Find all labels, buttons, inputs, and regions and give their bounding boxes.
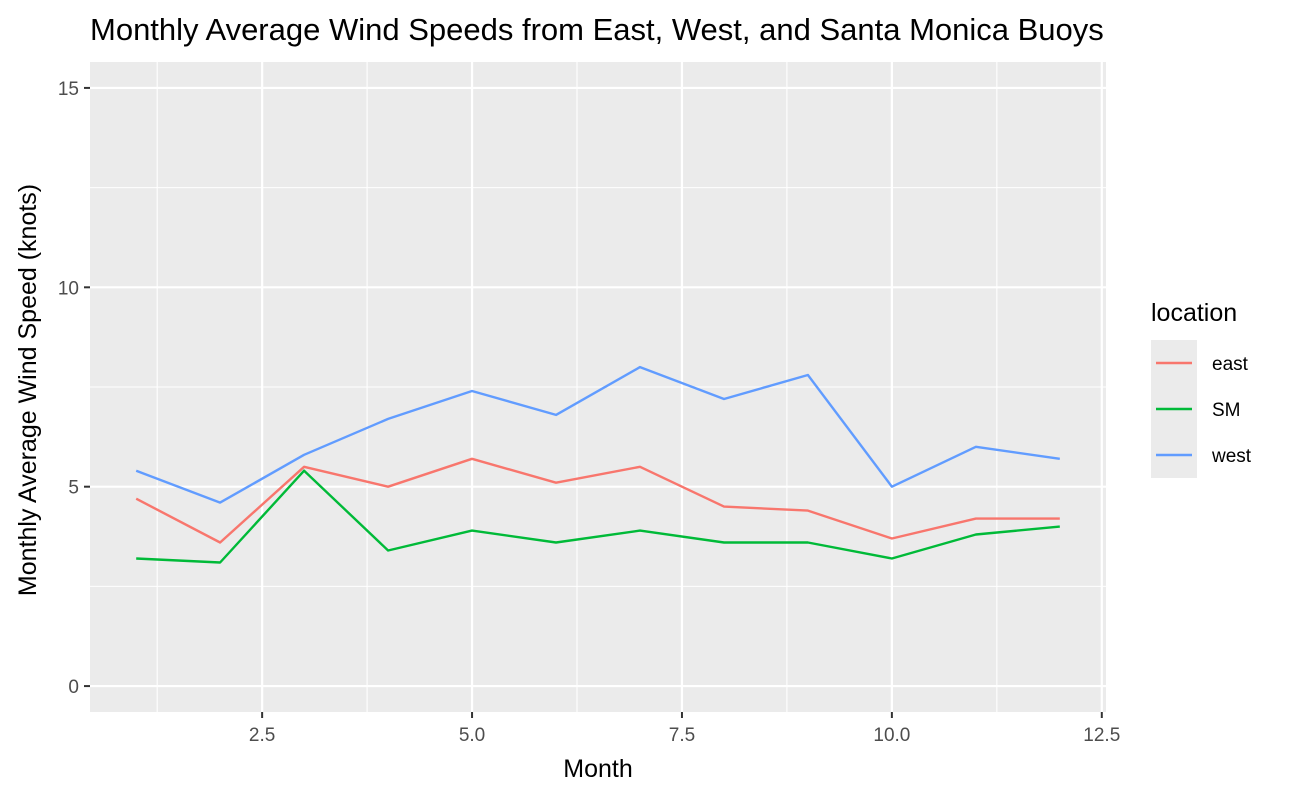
x-axis-title: Month — [563, 755, 632, 783]
x-tick-label-4: 12.5 — [1083, 725, 1120, 746]
minor-gridlines — [90, 62, 1106, 712]
chart-title: Monthly Average Wind Speeds from East, W… — [90, 12, 1104, 47]
series-line-east — [135, 457, 1060, 544]
y-tick-label-3: 15 — [58, 79, 79, 100]
legend-label-west: west — [1211, 446, 1252, 467]
y-tick-label-2: 10 — [58, 278, 79, 299]
legend-items: east SM west — [1151, 340, 1252, 478]
y-axis-title: Monthly Average Wind Speed (knots) — [14, 184, 42, 596]
series-lines — [135, 365, 1060, 564]
y-tick-label-1: 5 — [68, 478, 79, 499]
x-axis: 2.5 5.0 7.5 10.0 12.5 — [249, 712, 1120, 746]
y-axis: 0 5 10 15 — [58, 79, 90, 698]
legend: location east SM west — [1151, 299, 1252, 478]
x-tick-label-2: 7.5 — [669, 725, 695, 746]
series-line-sm — [136, 469, 1060, 564]
legend-label-east: east — [1212, 354, 1249, 375]
y-tick-label-0: 0 — [68, 677, 79, 698]
series-line-west — [135, 365, 1060, 504]
x-tick-label-1: 5.0 — [459, 725, 485, 746]
x-tick-label-3: 10.0 — [873, 725, 910, 746]
x-tick-label-0: 2.5 — [249, 725, 275, 746]
legend-label-sm: SM — [1212, 400, 1241, 421]
major-gridlines — [90, 62, 1106, 712]
legend-title: location — [1151, 299, 1237, 327]
